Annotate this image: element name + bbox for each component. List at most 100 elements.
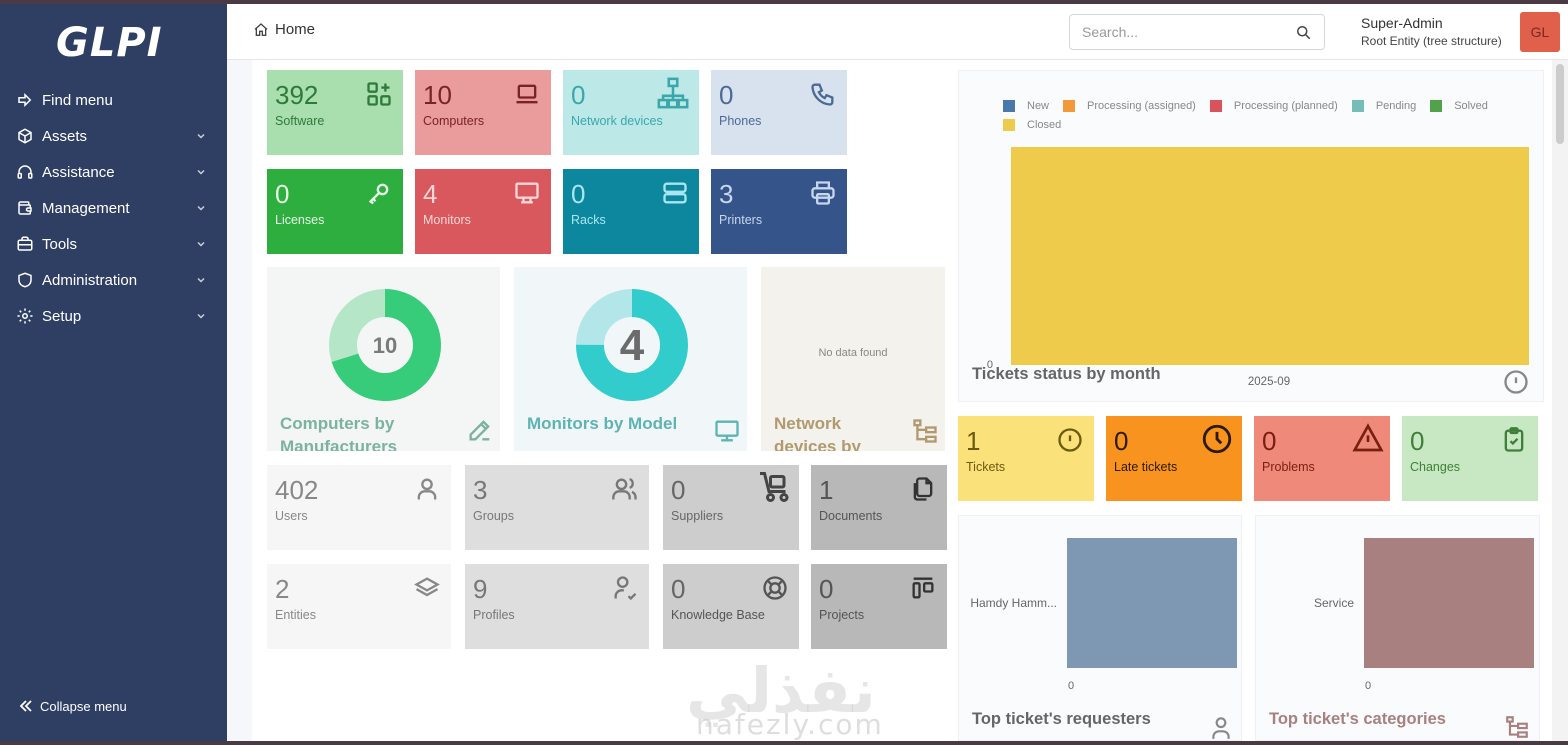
tile-monitors[interactable]: 4 Monitors bbox=[415, 169, 551, 254]
sidebar-item-label: Setup bbox=[42, 307, 82, 325]
tile-groups[interactable]: 3 Groups bbox=[465, 465, 649, 550]
monitors-donut-chart[interactable]: 4 bbox=[574, 287, 690, 403]
legend-item[interactable]: Solved bbox=[1430, 99, 1488, 112]
tile-problems[interactable]: 0 Problems bbox=[1254, 416, 1390, 501]
tile-licenses[interactable]: 0 Licenses bbox=[267, 169, 403, 254]
user-icon bbox=[417, 478, 437, 500]
alert-circle-icon bbox=[1058, 428, 1082, 452]
donut-center-value: 4 bbox=[620, 321, 645, 370]
top-header: Home Super-Admin Root Entity (tree struc… bbox=[227, 4, 1568, 60]
user-icon[interactable] bbox=[1208, 712, 1234, 741]
category-label: Hamdy Hamm... bbox=[970, 596, 1057, 610]
chart-bar[interactable] bbox=[1067, 538, 1237, 668]
arrow-right-icon bbox=[16, 91, 34, 109]
cube-icon bbox=[16, 127, 34, 145]
sidebar-item-label: Find menu bbox=[42, 91, 113, 109]
tile-projects[interactable]: 0 Projects bbox=[811, 564, 947, 649]
legend-item[interactable]: New bbox=[1003, 99, 1049, 112]
tile-entities[interactable]: 2 Entities bbox=[267, 564, 451, 649]
scrollbar-thumb[interactable] bbox=[1556, 64, 1564, 144]
tile-value: 1 bbox=[819, 475, 834, 505]
legend-item[interactable]: Processing (planned) bbox=[1209, 99, 1338, 112]
cart-icon bbox=[760, 472, 789, 502]
tile-documents[interactable]: 1 Documents bbox=[811, 465, 947, 550]
sidebar-item-administration[interactable]: Administration bbox=[0, 262, 227, 298]
scrollbar-track[interactable] bbox=[1552, 60, 1568, 741]
card-title: Computers by Manufacturers bbox=[280, 414, 398, 451]
sidebar-item-management[interactable]: Management bbox=[0, 190, 227, 226]
tile-phones[interactable]: 0 Phones bbox=[711, 70, 847, 155]
tile-label: Problems bbox=[1262, 460, 1315, 474]
legend-label: Pending bbox=[1375, 99, 1417, 112]
tile-label: Knowledge Base bbox=[671, 608, 765, 622]
legend-swatch bbox=[1063, 99, 1076, 112]
top-requesters-card: Hamdy Hamm... 0 Top ticket's requesters bbox=[958, 515, 1242, 741]
tile-value: 10 bbox=[423, 80, 452, 110]
collapse-menu-button[interactable]: Collapse menu bbox=[18, 698, 127, 714]
tile-label: Monitors bbox=[423, 213, 471, 227]
lifebuoy-icon bbox=[763, 576, 787, 600]
computers-donut-chart[interactable]: 10 bbox=[327, 287, 443, 403]
chart-bar[interactable] bbox=[1011, 147, 1529, 365]
glpi-logo[interactable]: GLPI bbox=[56, 18, 163, 68]
sidebar-nav: Find menu Assets Assistance Management bbox=[0, 82, 227, 334]
tile-label: Entities bbox=[275, 608, 316, 622]
tile-printers[interactable]: 3 Printers bbox=[711, 169, 847, 254]
legend-label: Processing (planned) bbox=[1233, 99, 1338, 112]
tile-value: 4 bbox=[423, 179, 438, 209]
tile-value: 9 bbox=[473, 574, 488, 604]
tile-network-devices[interactable]: 0 Network devices bbox=[563, 70, 699, 155]
tile-label: Printers bbox=[719, 213, 763, 227]
search-input[interactable] bbox=[1082, 24, 1294, 40]
sidebar-item-label: Administration bbox=[42, 271, 138, 289]
tile-racks[interactable]: 0 Racks bbox=[563, 169, 699, 254]
tile-value: 0 bbox=[1410, 426, 1425, 456]
tile-profiles[interactable]: 9 Profiles bbox=[465, 564, 649, 649]
sidebar-item-find-menu[interactable]: Find menu bbox=[0, 82, 227, 118]
tile-users[interactable]: 402 Users bbox=[267, 465, 451, 550]
sidebar-item-label: Tools bbox=[42, 235, 78, 253]
sidebar-item-assets[interactable]: Assets bbox=[0, 118, 227, 154]
layout-icon bbox=[912, 577, 934, 599]
user-menu[interactable]: Super-Admin Root Entity (tree structure) bbox=[1361, 15, 1502, 48]
legend-item[interactable]: Pending bbox=[1351, 99, 1417, 112]
tickets-status-chart-card: New Processing (assigned) Processing (plan… bbox=[958, 70, 1544, 402]
tree-icon[interactable] bbox=[1504, 714, 1530, 740]
card-title: Network devices by bbox=[774, 414, 861, 451]
tile-label: Groups bbox=[473, 509, 514, 523]
search-icon[interactable] bbox=[1294, 23, 1312, 41]
tile-tickets[interactable]: 1 Tickets bbox=[958, 416, 1094, 501]
watermark-arabic: نفذلي bbox=[686, 654, 876, 727]
sidebar-item-assistance[interactable]: Assistance bbox=[0, 154, 227, 190]
tile-changes[interactable]: 0 Changes bbox=[1402, 416, 1538, 501]
monitor-icon[interactable] bbox=[713, 417, 741, 445]
breadcrumb[interactable]: Home bbox=[253, 21, 315, 38]
tile-suppliers[interactable]: 0 Suppliers bbox=[663, 465, 799, 550]
alert-circle-icon[interactable] bbox=[1502, 368, 1530, 396]
y-tick-label: 0 bbox=[987, 359, 993, 371]
sidebar-item-tools[interactable]: Tools bbox=[0, 226, 227, 262]
chart-bar[interactable] bbox=[1364, 538, 1534, 668]
avatar[interactable]: GL bbox=[1520, 12, 1560, 52]
x-tick-label: 2025-09 bbox=[1248, 376, 1290, 388]
sidebar-item-setup[interactable]: Setup bbox=[0, 298, 227, 334]
tile-value: 0 bbox=[671, 475, 686, 505]
tile-software[interactable]: 392 Software bbox=[267, 70, 403, 155]
tree-icon[interactable] bbox=[911, 417, 939, 445]
tile-late-tickets[interactable]: 0 Late tickets bbox=[1106, 416, 1242, 501]
edit-icon[interactable] bbox=[466, 416, 494, 444]
tile-knowledge-base[interactable]: 0 Knowledge Base bbox=[663, 564, 799, 649]
x-tick-label: 0 bbox=[1068, 680, 1074, 692]
user-entity: Root Entity (tree structure) bbox=[1361, 34, 1502, 48]
tile-label: Software bbox=[275, 114, 325, 128]
legend-item[interactable]: Closed bbox=[1003, 118, 1061, 131]
tile-label: Phones bbox=[719, 114, 762, 128]
files-icon bbox=[913, 477, 933, 501]
category-label: Service bbox=[1314, 596, 1354, 610]
legend-label: Closed bbox=[1027, 118, 1062, 131]
legend-swatch bbox=[1003, 99, 1015, 112]
tile-label: Profiles bbox=[473, 608, 515, 622]
user-name: Super-Admin bbox=[1361, 15, 1443, 31]
tile-computers[interactable]: 10 Computers bbox=[415, 70, 551, 155]
legend-item[interactable]: Processing (assigned) bbox=[1063, 99, 1196, 112]
